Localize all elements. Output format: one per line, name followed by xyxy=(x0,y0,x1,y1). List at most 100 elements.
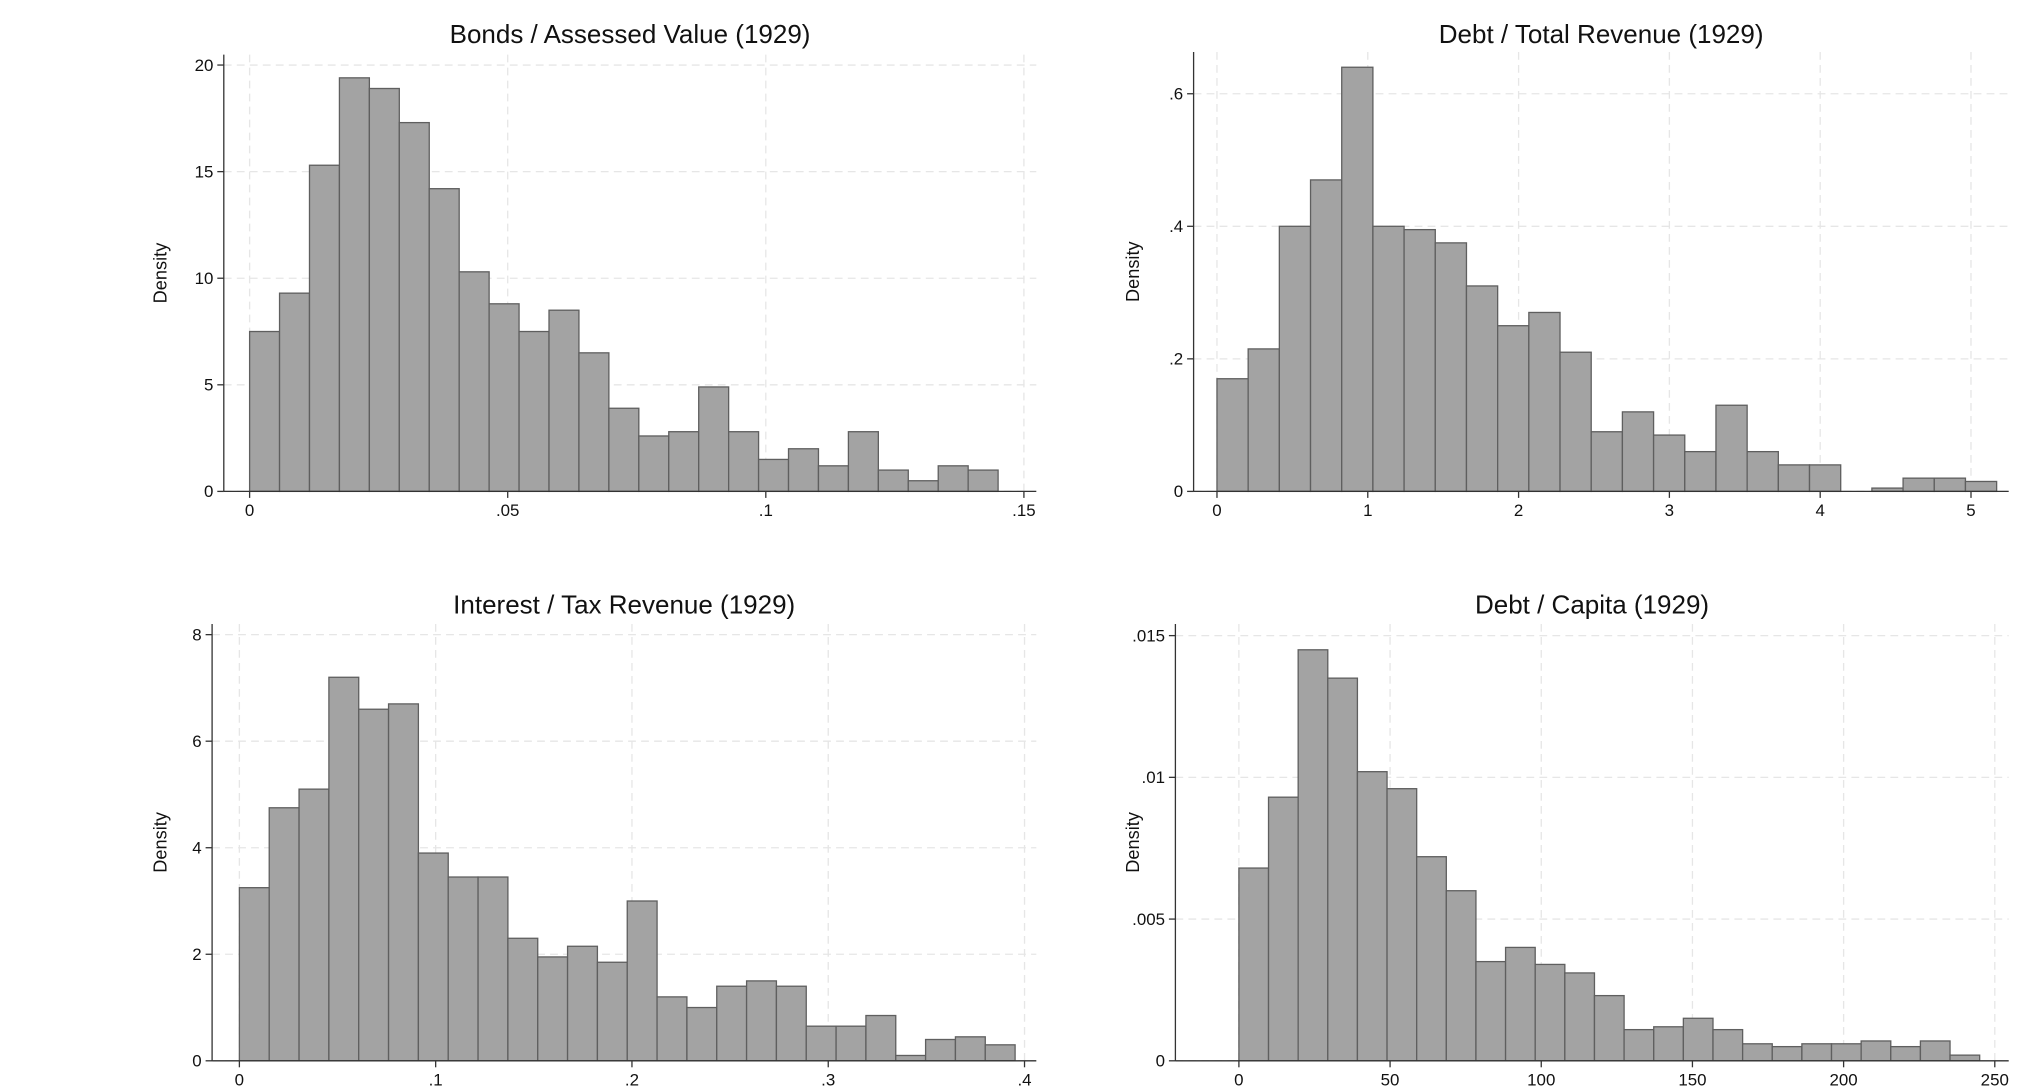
bar xyxy=(1216,378,1249,493)
bar xyxy=(1247,348,1280,493)
bar xyxy=(1808,464,1842,493)
y-axis-label: Density xyxy=(151,811,171,873)
bar xyxy=(745,980,778,1062)
x-tick-label: .1 xyxy=(759,501,773,520)
y-tick-label: .4 xyxy=(1169,217,1183,236)
bar xyxy=(1416,856,1447,1062)
x-tick-label: .2 xyxy=(625,1071,639,1090)
y-tick-label: .015 xyxy=(1132,626,1165,645)
bar xyxy=(805,1025,837,1062)
bar xyxy=(954,1036,986,1062)
y-tick-label: 8 xyxy=(192,626,201,645)
chart-title: Bonds / Assessed Value (1929) xyxy=(450,19,811,49)
bar xyxy=(656,996,688,1062)
y-tick-label: 10 xyxy=(195,269,214,288)
bar xyxy=(865,1014,897,1062)
bar xyxy=(387,703,420,1062)
bar xyxy=(417,852,449,1062)
bar xyxy=(668,431,700,493)
y-tick-label: .005 xyxy=(1132,910,1165,929)
y-tick-label: 0 xyxy=(1156,1052,1165,1071)
x-tick-label: 50 xyxy=(1381,1071,1400,1090)
bar xyxy=(1297,649,1329,1062)
chart-title: Debt / Total Revenue (1929) xyxy=(1439,19,1764,49)
bar xyxy=(1746,450,1779,493)
bar xyxy=(1309,179,1343,493)
bar xyxy=(1341,66,1374,493)
bar xyxy=(298,788,330,1062)
bar xyxy=(1621,411,1655,493)
chart-title: Interest / Tax Revenue (1929) xyxy=(453,590,795,620)
bar xyxy=(1741,1043,1773,1062)
y-tick-label: .2 xyxy=(1169,350,1183,369)
bar xyxy=(368,87,400,493)
bar xyxy=(817,465,850,493)
bar xyxy=(507,937,539,1062)
x-tick-label: 200 xyxy=(1830,1071,1858,1090)
bar xyxy=(1475,960,1507,1062)
bar xyxy=(1801,1043,1833,1062)
bar xyxy=(924,1038,957,1062)
bar xyxy=(1403,228,1436,493)
x-tick-label: 0 xyxy=(245,501,254,520)
bar xyxy=(1238,867,1270,1062)
y-tick-label: 2 xyxy=(192,945,201,964)
bar xyxy=(1682,1017,1714,1062)
bar xyxy=(1372,225,1405,493)
bar xyxy=(398,121,430,493)
bar xyxy=(458,271,490,493)
bar xyxy=(358,708,390,1062)
chart-title: Debt / Capita (1929) xyxy=(1475,590,1709,620)
bar xyxy=(1465,285,1499,493)
bar xyxy=(1327,677,1359,1062)
bar xyxy=(1434,242,1468,493)
x-tick-label: .05 xyxy=(496,501,519,520)
y-axis-label: Density xyxy=(1123,811,1143,873)
bar xyxy=(328,676,360,1062)
bar xyxy=(1528,311,1561,493)
bar xyxy=(686,1006,718,1062)
bar xyxy=(698,386,730,493)
bar xyxy=(1504,946,1536,1062)
x-tick-label: .15 xyxy=(1012,501,1035,520)
x-tick-label: 4 xyxy=(1815,501,1824,520)
x-tick-label: 1 xyxy=(1363,501,1372,520)
bar xyxy=(1559,351,1592,493)
bar xyxy=(1564,972,1596,1062)
y-tick-label: 0 xyxy=(192,1052,201,1071)
bar xyxy=(1534,963,1566,1062)
bar xyxy=(248,330,281,493)
bar xyxy=(548,309,580,493)
bar xyxy=(608,407,640,493)
bar xyxy=(847,431,879,493)
bar xyxy=(518,330,550,493)
bar xyxy=(716,985,748,1062)
bar xyxy=(1919,1040,1951,1062)
bar xyxy=(447,876,479,1062)
bar xyxy=(937,465,969,493)
bar xyxy=(1715,404,1748,493)
x-tick-label: 0 xyxy=(1234,1071,1243,1090)
bar xyxy=(278,292,311,493)
bar xyxy=(238,887,270,1062)
bar xyxy=(1356,771,1388,1062)
x-tick-label: .3 xyxy=(821,1071,835,1090)
bar xyxy=(638,435,670,493)
bar xyxy=(1445,890,1477,1062)
bar xyxy=(787,448,820,493)
y-tick-label: 4 xyxy=(192,839,201,858)
bar xyxy=(1902,477,1935,493)
bar xyxy=(1386,788,1418,1062)
bar xyxy=(338,77,371,493)
x-tick-label: .1 xyxy=(429,1071,443,1090)
bar xyxy=(1890,1045,1922,1062)
y-axis-label: Density xyxy=(1123,240,1143,302)
bar xyxy=(1497,325,1530,493)
x-tick-label: 150 xyxy=(1678,1071,1706,1090)
x-tick-label: 3 xyxy=(1665,501,1674,520)
y-tick-label: 15 xyxy=(195,162,214,181)
bar xyxy=(1964,480,1998,493)
bar xyxy=(1590,431,1624,493)
